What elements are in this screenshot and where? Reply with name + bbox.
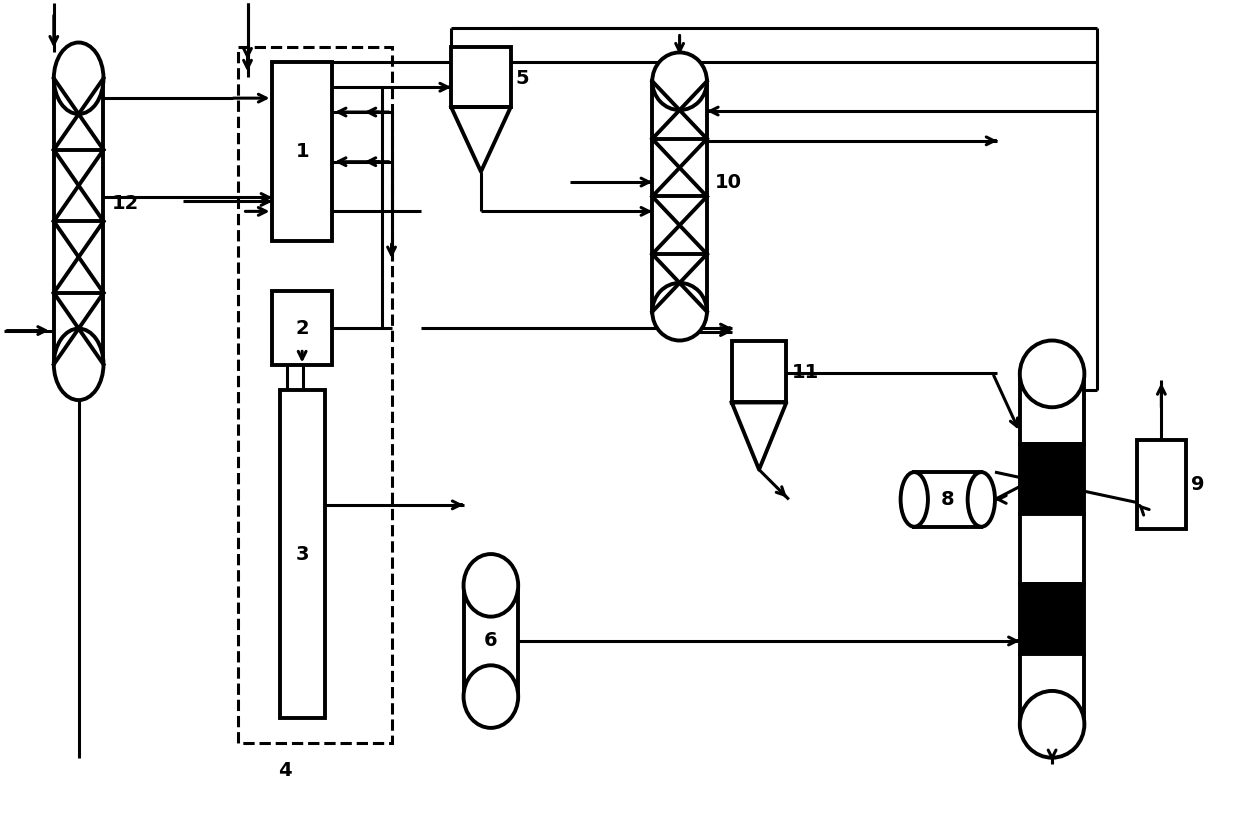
Bar [1019,584,1084,654]
Text: 11: 11 [791,364,818,383]
Bar [732,340,786,403]
Ellipse shape [900,472,928,527]
Ellipse shape [53,329,103,400]
Ellipse shape [1019,340,1084,408]
Bar [280,390,325,718]
Ellipse shape [967,472,994,527]
Text: 2: 2 [295,319,309,338]
Bar [451,47,511,107]
Bar [273,62,332,242]
Bar [1019,514,1084,584]
Bar [53,78,103,364]
Text: 1: 1 [295,142,309,161]
Bar [464,585,518,696]
Text: 5: 5 [516,69,529,88]
Ellipse shape [53,42,103,114]
Ellipse shape [464,554,518,617]
Text: 12: 12 [112,194,139,213]
Bar [1019,654,1084,725]
Ellipse shape [652,52,707,110]
Text: 9: 9 [1192,475,1204,494]
Ellipse shape [652,283,707,340]
Bar [1019,374,1084,444]
Ellipse shape [464,666,518,728]
Text: 6: 6 [484,632,497,651]
Bar [914,472,981,527]
Bar [238,47,392,743]
Ellipse shape [1019,691,1084,758]
Text: 4: 4 [278,760,291,779]
Text: 10: 10 [715,173,742,192]
Text: 7: 7 [1045,540,1059,559]
Bar [1137,440,1187,530]
Bar [1019,444,1084,514]
Text: 8: 8 [941,490,955,509]
Text: 3: 3 [296,544,310,564]
Bar [273,290,332,365]
Bar [652,81,707,312]
